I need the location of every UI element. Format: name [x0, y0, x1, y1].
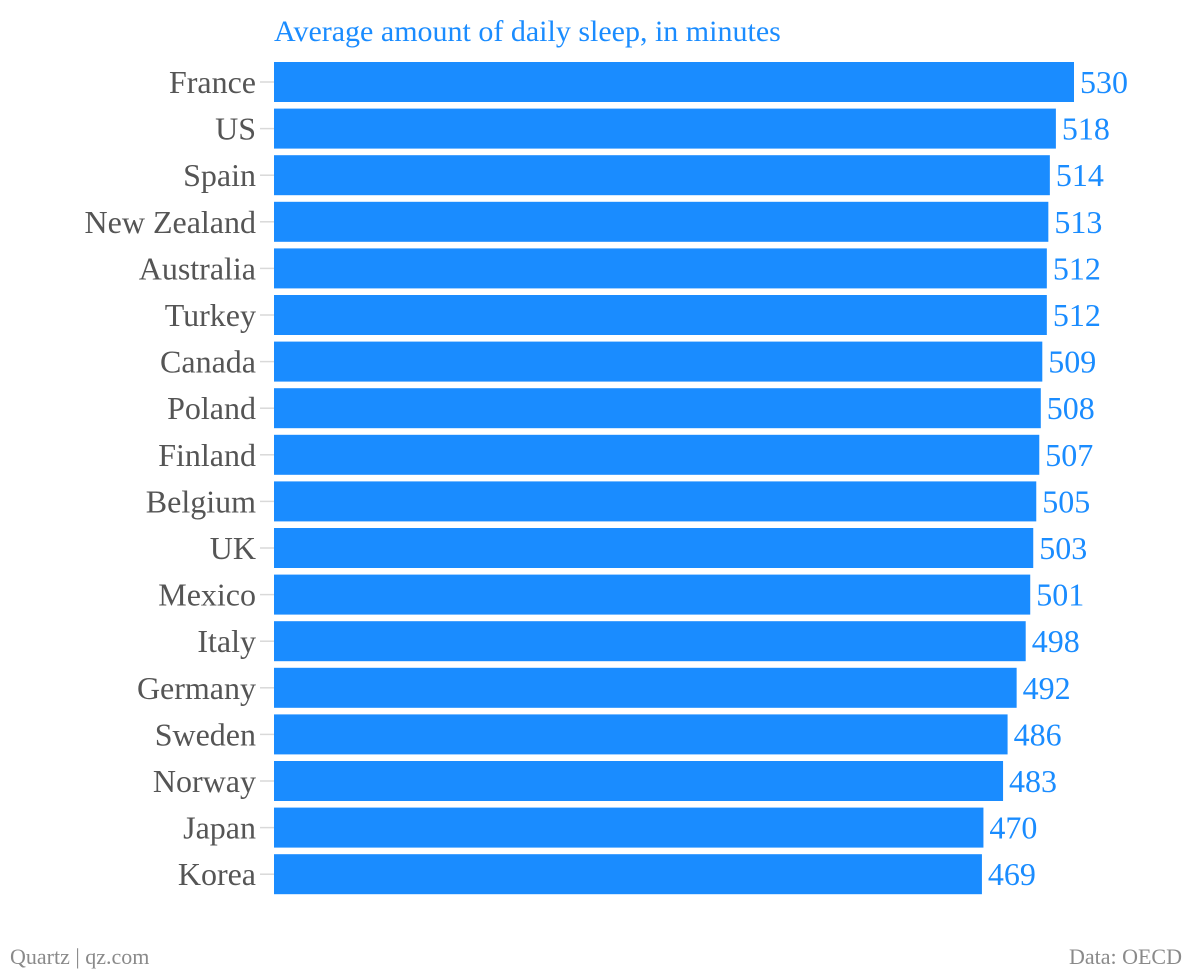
category-label: Germany: [137, 670, 256, 706]
value-label: 512: [1053, 297, 1101, 333]
category-label: Korea: [178, 856, 256, 892]
bars-layer: France 530 US 518 Spain 514 New Zealand 513 Aust…: [85, 62, 1128, 895]
value-label: 486: [1014, 716, 1062, 752]
category-label: Norway: [153, 763, 256, 799]
category-label: Spain: [183, 157, 256, 193]
footer-data-source: Data: OECD: [1068, 944, 1182, 969]
category-label: US: [215, 111, 256, 147]
category-label: Japan: [183, 810, 256, 846]
category-label: Belgium: [146, 483, 256, 519]
bar: [274, 341, 1043, 382]
category-label: Australia: [139, 250, 256, 286]
value-label: 503: [1039, 530, 1087, 566]
footer-source-credit: Quartz | qz.com: [10, 944, 150, 969]
value-label: 507: [1045, 437, 1093, 473]
bar: [274, 481, 1037, 522]
value-label: 508: [1047, 390, 1095, 426]
value-label: 498: [1032, 623, 1080, 659]
bar: [274, 667, 1017, 708]
value-label: 509: [1048, 344, 1096, 380]
value-label: 492: [1023, 670, 1071, 706]
value-label: 514: [1056, 157, 1104, 193]
category-label: Finland: [158, 437, 256, 473]
bar: [274, 295, 1047, 335]
value-label: 470: [989, 810, 1037, 846]
bar: [274, 807, 984, 848]
category-label: Mexico: [158, 577, 256, 613]
value-label: 512: [1053, 250, 1101, 286]
category-label: Sweden: [155, 716, 256, 752]
bar: [274, 761, 1004, 801]
bar: [274, 434, 1040, 475]
bar: [274, 854, 982, 895]
value-label: 501: [1036, 577, 1084, 613]
category-label: Poland: [167, 390, 256, 426]
bar: [274, 388, 1041, 429]
value-label: 505: [1042, 483, 1090, 519]
bar: [274, 528, 1034, 568]
category-label: Canada: [160, 344, 256, 380]
value-label: 530: [1080, 64, 1128, 100]
bar: [274, 62, 1074, 102]
category-label: Italy: [197, 623, 256, 659]
chart-title: Average amount of daily sleep, in minute…: [274, 15, 781, 48]
bar: [274, 714, 1008, 755]
bar: [274, 621, 1026, 662]
bar: [274, 248, 1047, 289]
category-label: UK: [210, 530, 256, 566]
category-label: Turkey: [165, 297, 256, 333]
bar: [274, 108, 1056, 149]
bar: [274, 201, 1049, 242]
value-label: 513: [1054, 204, 1102, 240]
value-label: 483: [1009, 763, 1057, 799]
value-label: 469: [988, 856, 1036, 892]
bar: [274, 155, 1050, 196]
bar: [274, 574, 1031, 615]
category-label: New Zealand: [85, 204, 256, 240]
value-label: 518: [1062, 111, 1110, 147]
category-label: France: [169, 64, 256, 100]
